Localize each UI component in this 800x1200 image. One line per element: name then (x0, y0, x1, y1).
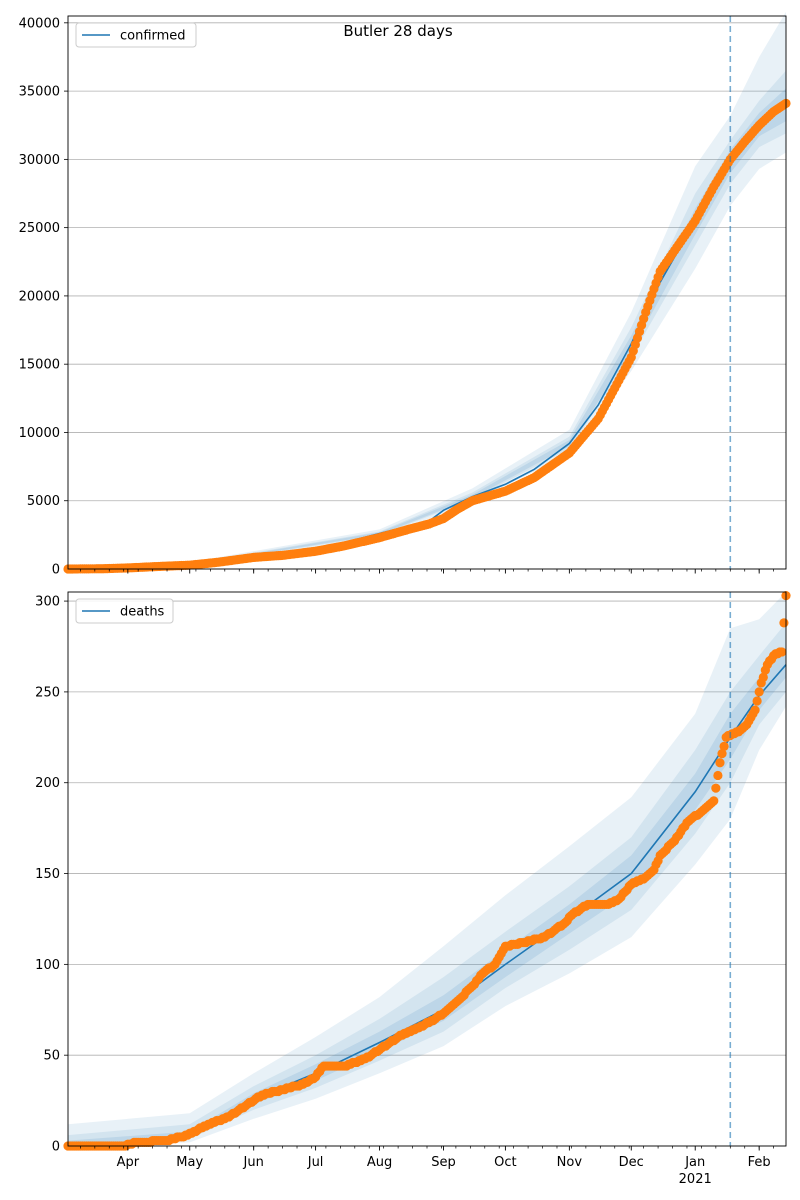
x-tick-label: Apr (117, 1155, 140, 1170)
legend-box (75, 598, 174, 624)
y-tick-label: 5000 (27, 494, 60, 509)
y-tick-label: 100 (35, 958, 60, 973)
observed-point (777, 647, 787, 657)
observed-point (779, 618, 789, 628)
observed-point (754, 687, 764, 697)
observed-point (713, 770, 723, 781)
y-tick-label: 300 (35, 595, 60, 610)
y-tick-label: 0 (52, 1140, 60, 1155)
observed-point (752, 696, 762, 706)
x-tick-label: May (176, 1155, 203, 1170)
legend: deaths (75, 598, 174, 624)
x-tick-label: Jun (243, 1155, 264, 1170)
observed-point (711, 783, 721, 793)
y-tick-label: 50 (43, 1049, 60, 1064)
y-tick-label: 15000 (19, 358, 60, 373)
interval-band-outer (68, 592, 786, 1146)
observed-point (750, 705, 760, 715)
x-tick-label: Jan (684, 1155, 705, 1170)
y-tick-label: 20000 (19, 289, 60, 304)
legend-label: deaths (120, 605, 165, 620)
deaths-panel: 0 50 100 150 200 250 300 Apr May Jun Jul Aug Sep Oct N… (35, 591, 791, 1187)
y-tick-label: 0 (52, 563, 60, 578)
y-tick-label: 25000 (19, 221, 60, 236)
x-tick-label: Nov (557, 1155, 583, 1170)
legend: confirmed (75, 22, 197, 48)
plot-area (68, 16, 786, 569)
y-tick-label: 150 (35, 867, 60, 882)
x-tick-label: Oct (494, 1155, 516, 1170)
observed-point (709, 796, 719, 806)
legend-box (75, 22, 197, 48)
y-tick-label: 30000 (19, 153, 60, 168)
observed-point (719, 741, 729, 751)
observed-point (758, 672, 768, 682)
observed-point (715, 758, 725, 768)
y-tick-label: 40000 (19, 16, 60, 31)
plot-area (68, 592, 786, 1146)
y-tick-label: 200 (35, 776, 60, 791)
x-tick-label: Jul (307, 1155, 324, 1170)
y-tick-label: 250 (35, 685, 60, 700)
confirmed-panel: 0 5000 10000 15000 20000 25000 30000 35000 40000… (19, 11, 791, 578)
x-year-label: 2021 (679, 1172, 712, 1187)
interval-band-middle (68, 622, 786, 1146)
interval-band-outer (68, 11, 786, 569)
y-tick-label: 10000 (19, 426, 60, 441)
y-tick-label: 35000 (19, 85, 60, 100)
observed-point (717, 749, 727, 759)
x-tick-label: Dec (619, 1155, 644, 1170)
x-tick-label: Aug (367, 1155, 392, 1170)
legend-label: confirmed (120, 29, 186, 44)
x-tick-label: Feb (748, 1155, 771, 1170)
chart-title: Butler 28 days (343, 22, 452, 40)
x-tick-label: Sep (431, 1155, 456, 1170)
